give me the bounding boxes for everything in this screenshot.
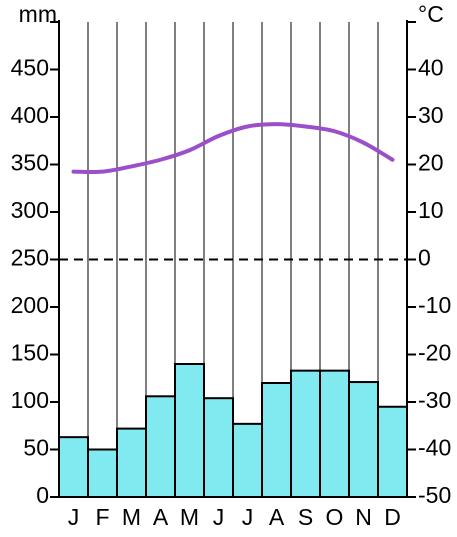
x-tick-label: M	[180, 504, 199, 530]
x-tick-label: S	[298, 504, 313, 530]
bar	[87, 448, 118, 498]
y-tick-label: 100	[11, 387, 49, 413]
y2-tick-label: -30	[418, 387, 451, 413]
bar	[319, 369, 350, 498]
bar	[203, 397, 234, 499]
y2-tick-label: 20	[418, 150, 444, 176]
x-tick-label: A	[269, 504, 285, 530]
x-tick-label: O	[326, 504, 344, 530]
y2-tick-label: -10	[418, 292, 451, 318]
y2-tick-label: -50	[418, 482, 451, 508]
bar	[145, 395, 176, 498]
y-tick-label: 300	[11, 197, 49, 223]
y2-tick-label: 40	[418, 55, 444, 81]
bar	[58, 436, 89, 498]
y-axis-label: mm	[19, 1, 57, 27]
bar	[174, 363, 205, 498]
y2-tick-label: 30	[418, 102, 444, 128]
x-tick-label: M	[122, 504, 141, 530]
y-tick-label: 150	[11, 340, 49, 366]
y-tick-label: 200	[11, 292, 49, 318]
y2-tick-label: 10	[418, 197, 444, 223]
y-tick-label: 0	[36, 482, 49, 508]
x-tick-label: J	[68, 504, 80, 530]
x-tick-label: J	[242, 504, 254, 530]
bar	[290, 369, 321, 498]
y-tick-label: 350	[11, 150, 49, 176]
bar	[377, 405, 408, 498]
temperature-line	[71, 122, 395, 175]
bar	[232, 422, 263, 499]
y-tick-label: 50	[23, 435, 49, 461]
x-tick-label: D	[384, 504, 401, 530]
x-tick-label: F	[95, 504, 109, 530]
y-tick-label: 400	[11, 102, 49, 128]
x-tick-label: N	[355, 504, 372, 530]
bar	[348, 381, 379, 498]
y-tick-label: 450	[11, 55, 49, 81]
y-tick-label: 250	[11, 245, 49, 271]
y2-axis-label: °C	[418, 1, 444, 27]
y2-tick-label: 0	[418, 245, 431, 271]
x-tick-label: J	[213, 504, 225, 530]
y2-tick-label: -40	[418, 435, 451, 461]
x-tick-label: A	[153, 504, 169, 530]
bar	[116, 427, 147, 499]
bar	[261, 382, 292, 498]
y2-tick-label: -20	[418, 340, 451, 366]
